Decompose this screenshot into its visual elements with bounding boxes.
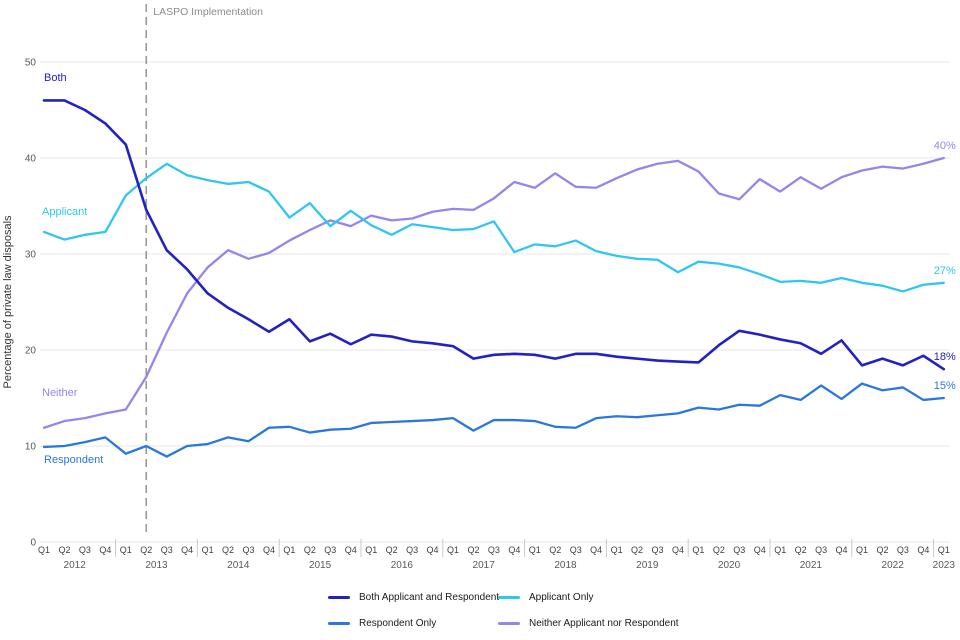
legend-swatch-both <box>328 596 350 599</box>
x-quarter-label: Q1 <box>202 545 214 555</box>
x-quarter-label: Q2 <box>795 545 807 555</box>
x-year-label: 2023 <box>933 560 956 571</box>
series-inline-label-both: Both <box>44 72 67 84</box>
x-quarter-label: Q4 <box>263 545 275 555</box>
x-quarter-label: Q4 <box>917 545 929 555</box>
x-quarter-label: Q3 <box>161 545 173 555</box>
series-end-label-both: 18% <box>934 351 956 363</box>
x-quarter-label: Q2 <box>386 545 398 555</box>
x-quarter-label: Q1 <box>938 545 950 555</box>
x-quarter-label: Q2 <box>467 545 479 555</box>
legend-item-applicant: Applicant Only <box>498 592 593 603</box>
x-year-label: 2018 <box>554 560 577 571</box>
x-quarter-label: Q2 <box>713 545 725 555</box>
x-quarter-label: Q3 <box>242 545 254 555</box>
x-quarter-label: Q1 <box>283 545 295 555</box>
x-quarter-label: Q3 <box>324 545 336 555</box>
x-quarter-label: Q2 <box>304 545 316 555</box>
x-year-label: 2014 <box>227 560 250 571</box>
x-quarter-label: Q4 <box>99 545 111 555</box>
x-quarter-label: Q2 <box>876 545 888 555</box>
legend-label-respondent: Respondent Only <box>359 618 437 629</box>
legend-swatch-respondent <box>328 622 350 625</box>
x-quarter-label: Q4 <box>754 545 766 555</box>
gridlines: 0 10 20 30 40 50 <box>25 58 950 549</box>
y-tick-label: 0 <box>30 538 36 549</box>
x-year-label: 2015 <box>309 560 332 571</box>
x-quarter-label: Q1 <box>611 545 623 555</box>
series-inline-label-neither: Neither <box>42 387 78 399</box>
x-year-label: 2021 <box>800 560 823 571</box>
legend-swatch-neither <box>498 622 520 625</box>
x-quarter-label: Q2 <box>140 545 152 555</box>
series-end-label-neither: 40% <box>934 140 956 152</box>
x-quarter-label: Q3 <box>79 545 91 555</box>
legend-label-neither: Neither Applicant nor Respondent <box>529 618 679 629</box>
x-quarter-label: Q1 <box>447 545 459 555</box>
x-year-label: 2012 <box>64 560 87 571</box>
y-tick-label: 10 <box>25 442 37 453</box>
x-quarter-label: Q2 <box>222 545 234 555</box>
series-end-label-respondent: 15% <box>934 380 956 392</box>
x-quarter-label: Q2 <box>631 545 643 555</box>
series-inline-label-applicant: Applicant <box>42 206 87 218</box>
y-tick-label: 50 <box>25 58 37 69</box>
y-axis-title: Percentage of private law disposals <box>2 215 14 389</box>
x-year-label: 2020 <box>718 560 741 571</box>
x-quarter-label: Q3 <box>815 545 827 555</box>
x-quarter-label: Q3 <box>897 545 909 555</box>
series-line-neither <box>42 156 945 429</box>
x-quarter-label: Q4 <box>345 545 357 555</box>
x-quarter-label: Q4 <box>672 545 684 555</box>
x-quarter-label: Q1 <box>365 545 377 555</box>
line-chart: 0 10 20 30 40 50 Percentage of private law dis… <box>2 4 956 571</box>
legend-item-neither: Neither Applicant nor Respondent <box>498 618 679 629</box>
x-axis: Q1 Q2 Q3 Q4 Q1 Q2 Q3 Q4 Q1 Q2 Q3 Q4 Q1 Q2 Q3 Q4 Q1 Q2 Q3 Q4… <box>38 539 955 571</box>
x-quarter-label: Q3 <box>406 545 418 555</box>
x-year-label: 2013 <box>145 560 168 571</box>
series-line-respondent <box>42 382 945 458</box>
x-quarter-label: Q3 <box>488 545 500 555</box>
x-quarter-label: Q4 <box>836 545 848 555</box>
y-tick-label: 20 <box>25 346 37 357</box>
x-quarter-label: Q2 <box>549 545 561 555</box>
x-quarter-label: Q1 <box>38 545 50 555</box>
x-year-label: 2022 <box>882 560 905 571</box>
x-quarter-label: Q3 <box>733 545 745 555</box>
x-quarter-label: Q4 <box>590 545 602 555</box>
x-quarter-label: Q1 <box>692 545 704 555</box>
x-quarter-label: Q4 <box>181 545 193 555</box>
x-year-label: 2017 <box>473 560 496 571</box>
x-quarter-label: Q2 <box>58 545 70 555</box>
legend-label-both: Both Applicant and Respondent <box>359 592 500 603</box>
legend-swatch-applicant <box>498 596 520 599</box>
x-year-label: 2019 <box>636 560 659 571</box>
x-quarter-label: Q3 <box>651 545 663 555</box>
x-quarter-label: Q1 <box>774 545 786 555</box>
x-year-label: 2016 <box>391 560 414 571</box>
x-quarter-label: Q1 <box>856 545 868 555</box>
series-line-applicant <box>42 162 945 293</box>
y-tick-label: 30 <box>25 250 37 261</box>
x-quarter-label: Q3 <box>570 545 582 555</box>
legend-item-respondent: Respondent Only <box>328 618 436 629</box>
x-quarter-label: Q4 <box>427 545 439 555</box>
x-quarter-label: Q1 <box>529 545 541 555</box>
y-tick-label: 40 <box>25 154 37 165</box>
x-quarter-label: Q4 <box>508 545 520 555</box>
legend-item-both: Both Applicant and Respondent <box>328 592 499 603</box>
series-inline-label-respondent: Respondent <box>44 454 103 466</box>
series-line-both <box>42 99 946 371</box>
legend-label-applicant: Applicant Only <box>529 592 594 603</box>
x-quarter-label: Q1 <box>120 545 132 555</box>
laspo-annotation-label: LASPO Implementation <box>153 6 263 18</box>
series-end-label-applicant: 27% <box>934 265 956 277</box>
